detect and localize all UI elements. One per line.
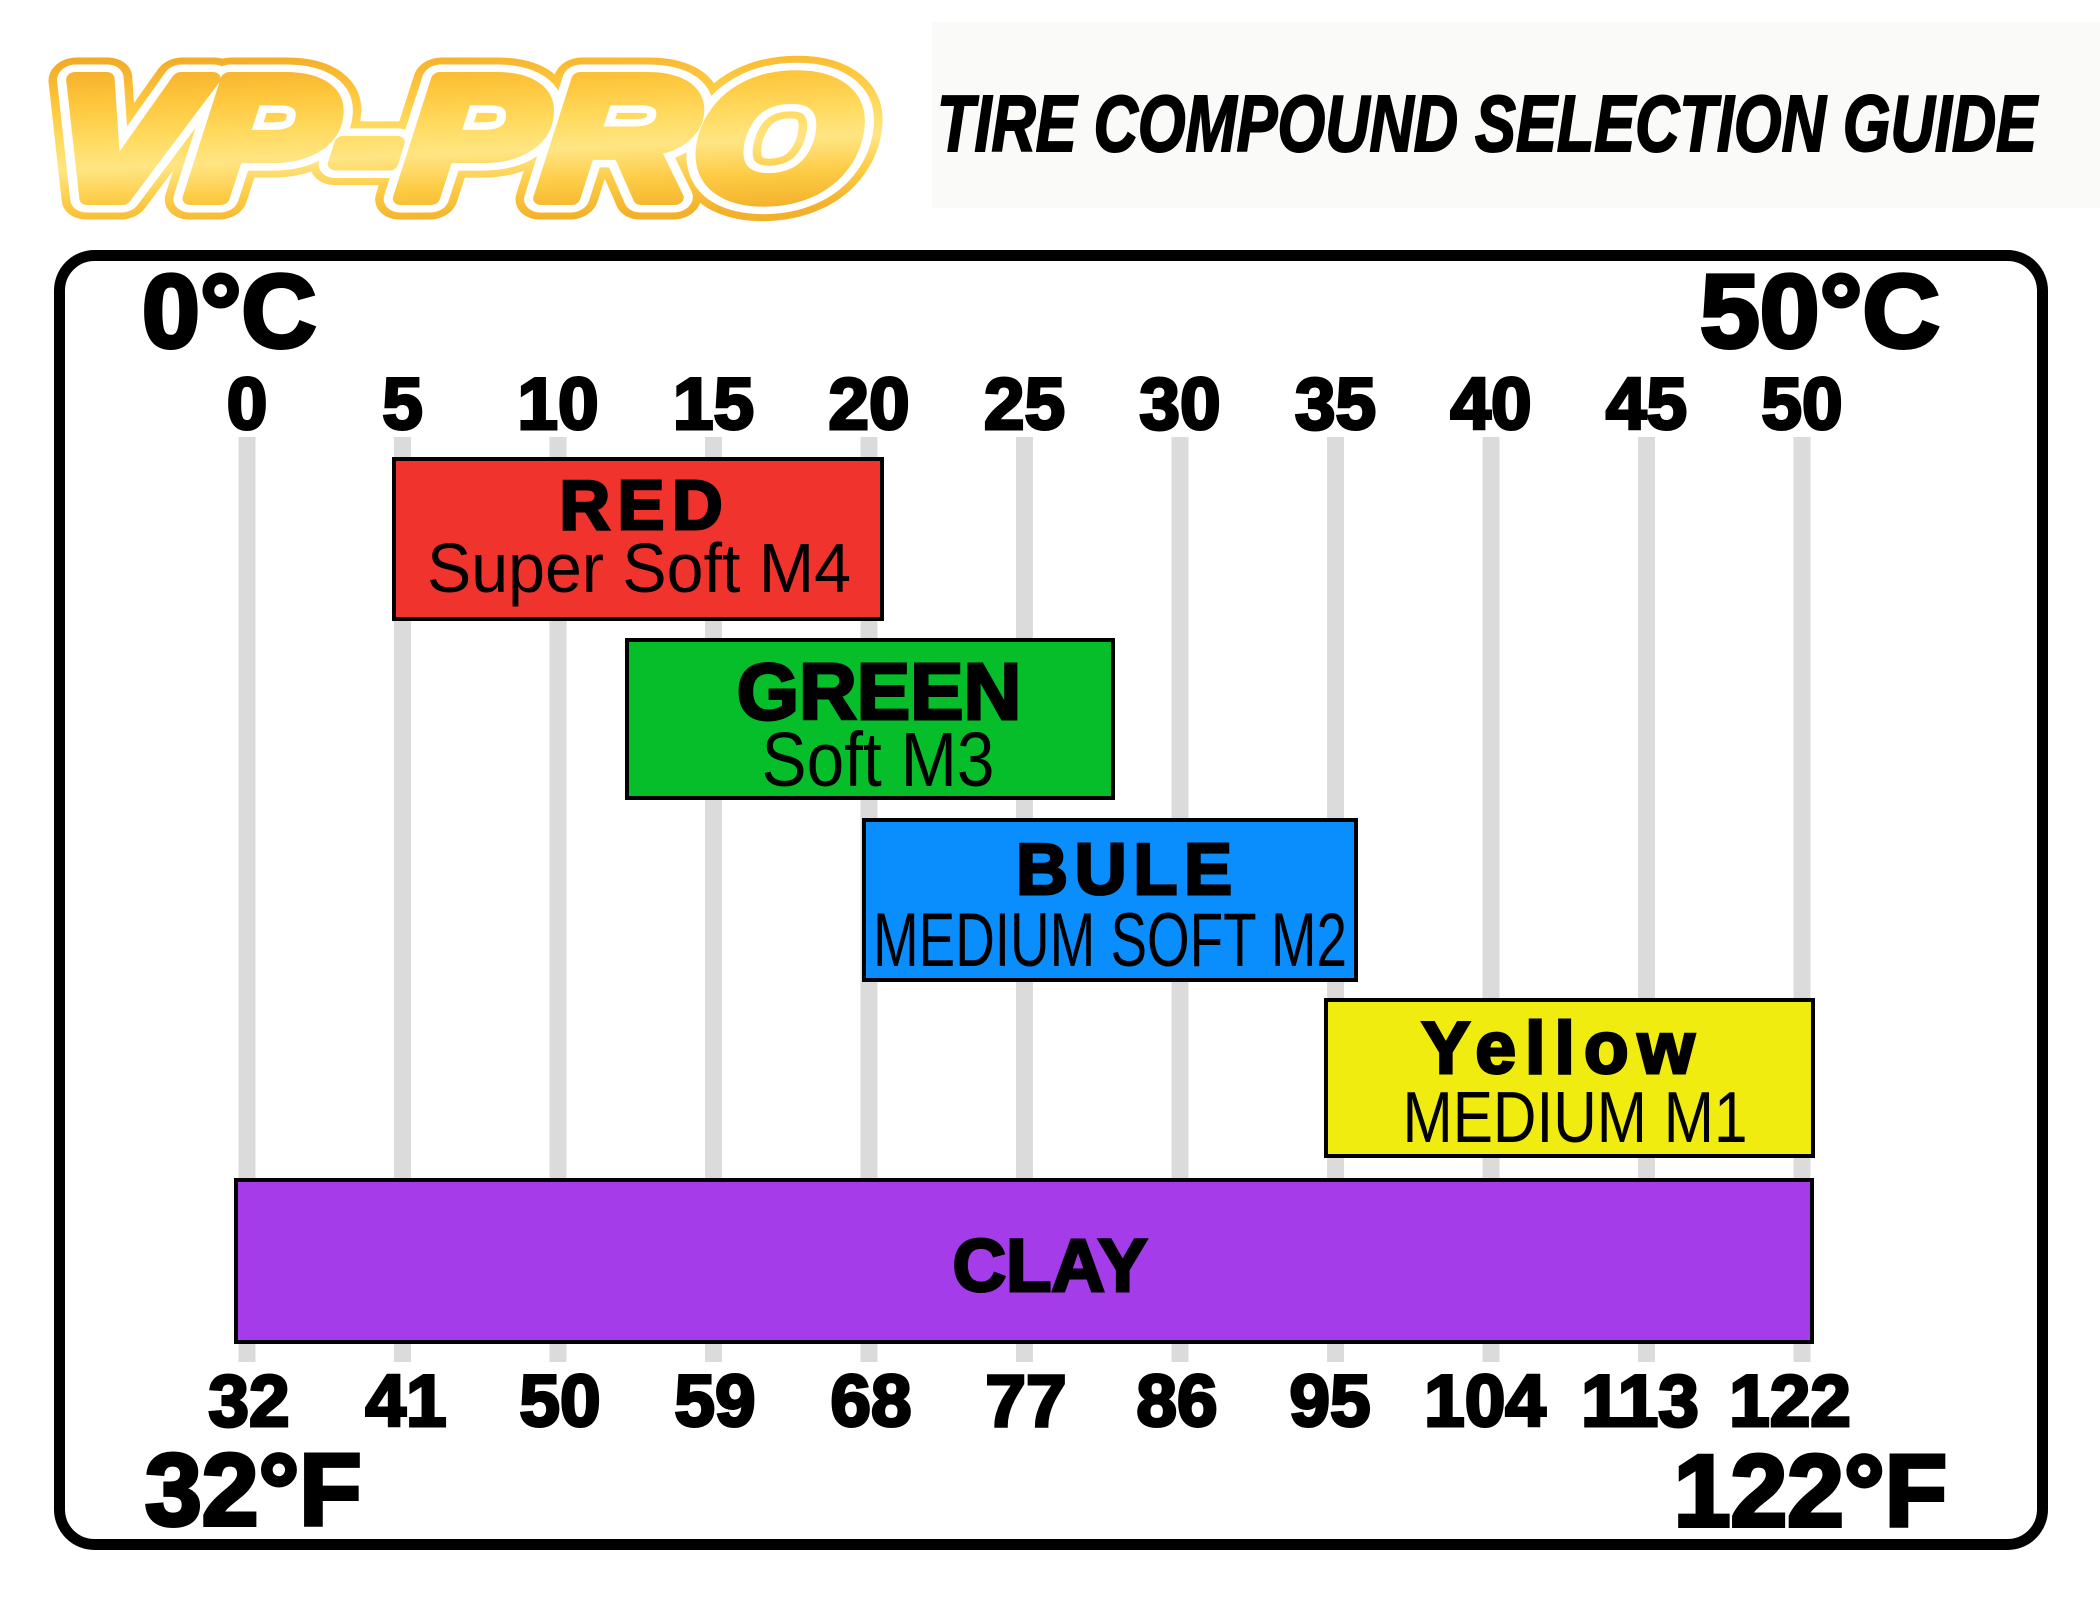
- svg-text:MEDIUM M1: MEDIUM M1: [1403, 1078, 1748, 1158]
- svg-text:50°C: 50°C: [1700, 254, 1940, 370]
- svg-text:TIRE COMPOUND SELECTION GUIDE: TIRE COMPOUND SELECTION GUIDE: [937, 79, 2039, 168]
- svg-text:77: 77: [985, 1361, 1066, 1442]
- svg-text:0: 0: [227, 364, 268, 445]
- svg-text:0°C: 0°C: [142, 254, 317, 370]
- svg-text:32: 32: [208, 1361, 289, 1442]
- svg-text:30: 30: [1139, 364, 1220, 445]
- svg-text:41: 41: [365, 1361, 446, 1442]
- svg-text:15: 15: [673, 364, 754, 445]
- svg-text:50: 50: [1761, 364, 1842, 445]
- svg-text:5: 5: [382, 364, 423, 445]
- svg-text:35: 35: [1295, 364, 1376, 445]
- svg-text:113: 113: [1581, 1361, 1699, 1442]
- svg-text:122: 122: [1729, 1361, 1851, 1442]
- svg-text:32°F: 32°F: [145, 1433, 362, 1547]
- svg-text:GREEN: GREEN: [737, 647, 1022, 736]
- svg-text:86: 86: [1136, 1361, 1217, 1442]
- svg-text:20: 20: [828, 364, 909, 445]
- svg-text:104: 104: [1424, 1361, 1546, 1442]
- svg-text:Super Soft M4: Super Soft M4: [427, 529, 851, 607]
- svg-text:CLAY: CLAY: [953, 1224, 1148, 1307]
- svg-text:59: 59: [674, 1361, 755, 1442]
- svg-text:10: 10: [517, 364, 598, 445]
- svg-text:50: 50: [519, 1361, 600, 1442]
- svg-text:Yellow: Yellow: [1422, 1008, 1695, 1089]
- svg-text:122°F: 122°F: [1674, 1434, 1947, 1548]
- svg-text:45: 45: [1606, 364, 1687, 445]
- svg-text:40: 40: [1450, 364, 1531, 445]
- svg-text:95: 95: [1289, 1361, 1370, 1442]
- svg-text:25: 25: [984, 364, 1065, 445]
- svg-text:RED: RED: [560, 466, 723, 544]
- svg-text:68: 68: [830, 1361, 911, 1442]
- svg-text:VP-PRO: VP-PRO: [44, 41, 867, 235]
- svg-text:VP-PRO: VP-PRO: [44, 41, 867, 235]
- svg-text:MEDIUM SOFT M2: MEDIUM SOFT M2: [873, 898, 1347, 983]
- svg-text:BULE: BULE: [1016, 830, 1232, 910]
- svg-text:Soft M3: Soft M3: [762, 717, 995, 803]
- svg-text:VP-PRO: VP-PRO: [44, 41, 867, 235]
